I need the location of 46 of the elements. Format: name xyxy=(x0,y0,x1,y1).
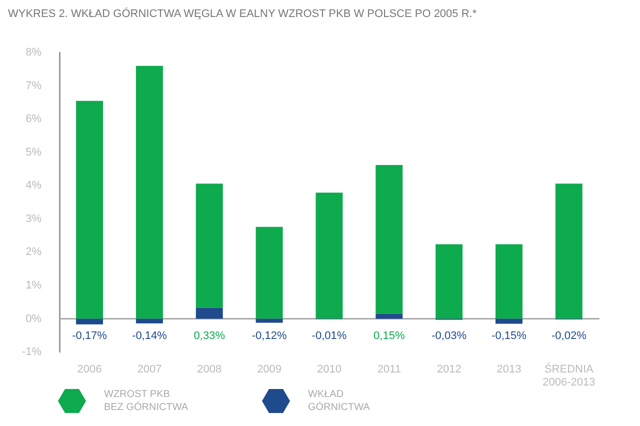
y-tick-label: -1% xyxy=(22,346,42,358)
data-label: 0,33% xyxy=(194,330,226,342)
x-tick-label: 2007 xyxy=(137,363,162,376)
bar xyxy=(136,318,163,324)
y-tick-label: 0% xyxy=(26,312,42,325)
y-tick-label: 5% xyxy=(26,146,42,158)
bar xyxy=(76,100,104,319)
y-tick-label: 2% xyxy=(26,246,42,258)
x-tick-label: ŚREDNIA 2006-2013 xyxy=(542,362,596,389)
bar xyxy=(256,226,283,319)
data-label: -0,12% xyxy=(252,330,287,342)
bar xyxy=(496,244,522,319)
bar xyxy=(376,165,403,314)
x-tick-label: 2010 xyxy=(316,363,342,376)
data-label: -0,17% xyxy=(72,330,108,342)
legend-label: WZROST PKB BEZ GÓRNICTWA xyxy=(104,388,190,414)
x-tick-label: 2012 xyxy=(436,363,462,376)
bar xyxy=(555,184,582,319)
x-tick-label: 2008 xyxy=(197,363,222,376)
y-tick-label: 3% xyxy=(26,212,42,225)
legend-label: WKŁAD GÓRNICTWA xyxy=(308,388,371,414)
bar xyxy=(196,308,223,319)
bar xyxy=(496,318,522,324)
x-tick-label: 2013 xyxy=(496,363,522,376)
bar xyxy=(136,66,163,319)
bar xyxy=(316,192,343,319)
data-label: -0,15% xyxy=(492,330,527,342)
x-tick-label: 2006 xyxy=(77,363,102,376)
data-label: -0,14% xyxy=(132,330,168,342)
bar xyxy=(76,318,104,324)
bar xyxy=(256,318,283,323)
y-tick-label: 1% xyxy=(26,280,42,292)
data-label: -0,03% xyxy=(432,330,467,342)
data-label: -0,01% xyxy=(312,330,347,342)
y-tick-label: 8% xyxy=(26,46,42,59)
y-tick-label: 4% xyxy=(26,180,42,192)
data-label: -0,02% xyxy=(551,330,587,342)
x-tick-label: 2011 xyxy=(377,363,401,376)
y-tick-label: 7% xyxy=(26,80,42,92)
y-tick-label: 6% xyxy=(26,113,42,126)
bar xyxy=(196,184,223,308)
chart-title: WYKRES 2. WKŁAD GÓRNICTWA WĘGLA W EALNY WZROST PKB W POLSCE PO 2005 R.* xyxy=(8,8,477,20)
x-tick-label: 2009 xyxy=(257,363,282,376)
bar xyxy=(436,244,463,319)
bar xyxy=(376,314,403,319)
data-label: 0,15% xyxy=(374,330,405,342)
